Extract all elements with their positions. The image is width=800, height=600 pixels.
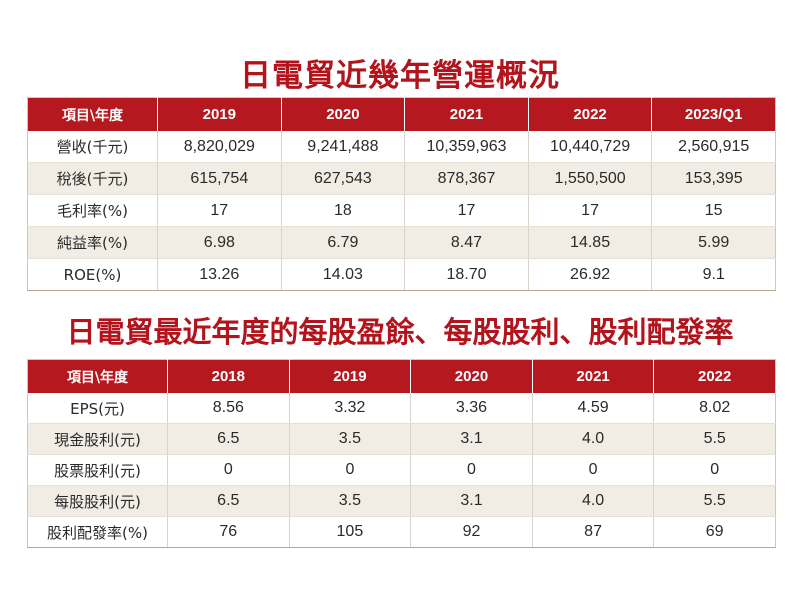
table-cell: 10,440,729 xyxy=(528,131,653,163)
table-cell: 105 xyxy=(289,516,412,548)
table-cell: 18.70 xyxy=(404,258,529,291)
table-cell: 5.99 xyxy=(651,226,776,259)
column-header-year: 2018 xyxy=(167,359,290,393)
column-header-year: 2019 xyxy=(157,97,282,131)
table-row-net-margin: 純益率(%) 6.98 6.79 8.47 14.85 5.99 xyxy=(27,226,776,259)
table-cell: 0 xyxy=(289,454,412,486)
table-cell: 69 xyxy=(653,516,776,548)
table-cell: 6.98 xyxy=(157,226,282,259)
column-header-year: 2023/Q1 xyxy=(651,97,776,131)
table-cell: 76 xyxy=(167,516,290,548)
table-cell: 13.26 xyxy=(157,258,282,291)
table-cell: 5.5 xyxy=(653,485,776,517)
table-row-stock-dividend: 股票股利(元) 0 0 0 0 0 xyxy=(27,454,776,486)
table-cell: 8,820,029 xyxy=(157,131,282,163)
row-label: 股利配發率(%) xyxy=(27,516,168,548)
table-cell: 0 xyxy=(653,454,776,486)
table-cell: 8.47 xyxy=(404,226,529,259)
row-label: 每股股利(元) xyxy=(27,485,168,517)
table-cell: 10,359,963 xyxy=(404,131,529,163)
table-cell: 4.59 xyxy=(532,393,655,424)
table-row-revenue: 營收(千元) 8,820,029 9,241,488 10,359,963 10… xyxy=(27,131,776,163)
table-cell: 0 xyxy=(410,454,533,486)
table-cell: 6.5 xyxy=(167,423,290,455)
table-cell: 8.56 xyxy=(167,393,290,424)
row-label: 純益率(%) xyxy=(27,226,158,259)
table-cell: 87 xyxy=(532,516,655,548)
dividend-table: 項目\年度 2018 2019 2020 2021 2022 EPS(元) 8.… xyxy=(27,359,776,548)
table-cell: 3.32 xyxy=(289,393,412,424)
row-label: 營收(千元) xyxy=(27,131,158,163)
table-cell: 3.1 xyxy=(410,423,533,455)
column-header-year: 2020 xyxy=(281,97,406,131)
table-row-net-income: 稅後(千元) 615,754 627,543 878,367 1,550,500… xyxy=(27,162,776,195)
table-cell: 1,550,500 xyxy=(528,162,653,195)
table-cell: 3.1 xyxy=(410,485,533,517)
table-row-payout-ratio: 股利配發率(%) 76 105 92 87 69 xyxy=(27,516,776,548)
table-cell: 14.03 xyxy=(281,258,406,291)
table-cell: 4.0 xyxy=(532,423,655,455)
table-row-eps: EPS(元) 8.56 3.32 3.36 4.59 8.02 xyxy=(27,393,776,424)
table-cell: 26.92 xyxy=(528,258,653,291)
table-cell: 0 xyxy=(167,454,290,486)
table-cell: 627,543 xyxy=(281,162,406,195)
table-cell: 14.85 xyxy=(528,226,653,259)
table-cell: 0 xyxy=(532,454,655,486)
table-cell: 615,754 xyxy=(157,162,282,195)
column-header-year: 2019 xyxy=(289,359,412,393)
row-label: 稅後(千元) xyxy=(27,162,158,195)
table-cell: 4.0 xyxy=(532,485,655,517)
column-header-year: 2020 xyxy=(410,359,533,393)
table-row-gross-margin: 毛利率(%) 17 18 17 17 15 xyxy=(27,194,776,227)
table-cell: 878,367 xyxy=(404,162,529,195)
row-label: EPS(元) xyxy=(27,393,168,424)
table-cell: 17 xyxy=(404,194,529,227)
table-header-row: 項目\年度 2019 2020 2021 2022 2023/Q1 xyxy=(27,97,776,131)
table-header-row: 項目\年度 2018 2019 2020 2021 2022 xyxy=(27,359,776,393)
table-cell: 5.5 xyxy=(653,423,776,455)
operations-overview-table: 項目\年度 2019 2020 2021 2022 2023/Q1 營收(千元)… xyxy=(27,97,776,291)
table-row-dividend-per-share: 每股股利(元) 6.5 3.5 3.1 4.0 5.5 xyxy=(27,485,776,517)
table-cell: 6.79 xyxy=(281,226,406,259)
column-header-item-year: 項目\年度 xyxy=(27,359,168,393)
column-header-year: 2022 xyxy=(528,97,653,131)
table-cell: 6.5 xyxy=(167,485,290,517)
row-label: 毛利率(%) xyxy=(27,194,158,227)
table-cell: 15 xyxy=(651,194,776,227)
table-cell: 92 xyxy=(410,516,533,548)
column-header-year: 2021 xyxy=(404,97,529,131)
column-header-year: 2022 xyxy=(653,359,776,393)
table-cell: 153,395 xyxy=(651,162,776,195)
table-cell: 3.36 xyxy=(410,393,533,424)
table-cell: 9.1 xyxy=(651,258,776,291)
table-cell: 9,241,488 xyxy=(281,131,406,163)
dividend-title: 日電貿最近年度的每股盈餘、每股股利、股利配發率 xyxy=(66,315,734,349)
row-label: 股票股利(元) xyxy=(27,454,168,486)
row-label: 現金股利(元) xyxy=(27,423,168,455)
column-header-item-year: 項目\年度 xyxy=(27,97,158,131)
table-row-cash-dividend: 現金股利(元) 6.5 3.5 3.1 4.0 5.5 xyxy=(27,423,776,455)
row-label: ROE(%) xyxy=(27,258,158,291)
table-cell: 17 xyxy=(528,194,653,227)
column-header-year: 2021 xyxy=(532,359,655,393)
table-row-roe: ROE(%) 13.26 14.03 18.70 26.92 9.1 xyxy=(27,258,776,291)
table-cell: 8.02 xyxy=(653,393,776,424)
table-cell: 17 xyxy=(157,194,282,227)
operations-overview-title: 日電貿近幾年營運概況 xyxy=(240,58,560,94)
table-cell: 18 xyxy=(281,194,406,227)
table-cell: 2,560,915 xyxy=(651,131,776,163)
table-cell: 3.5 xyxy=(289,485,412,517)
table-cell: 3.5 xyxy=(289,423,412,455)
